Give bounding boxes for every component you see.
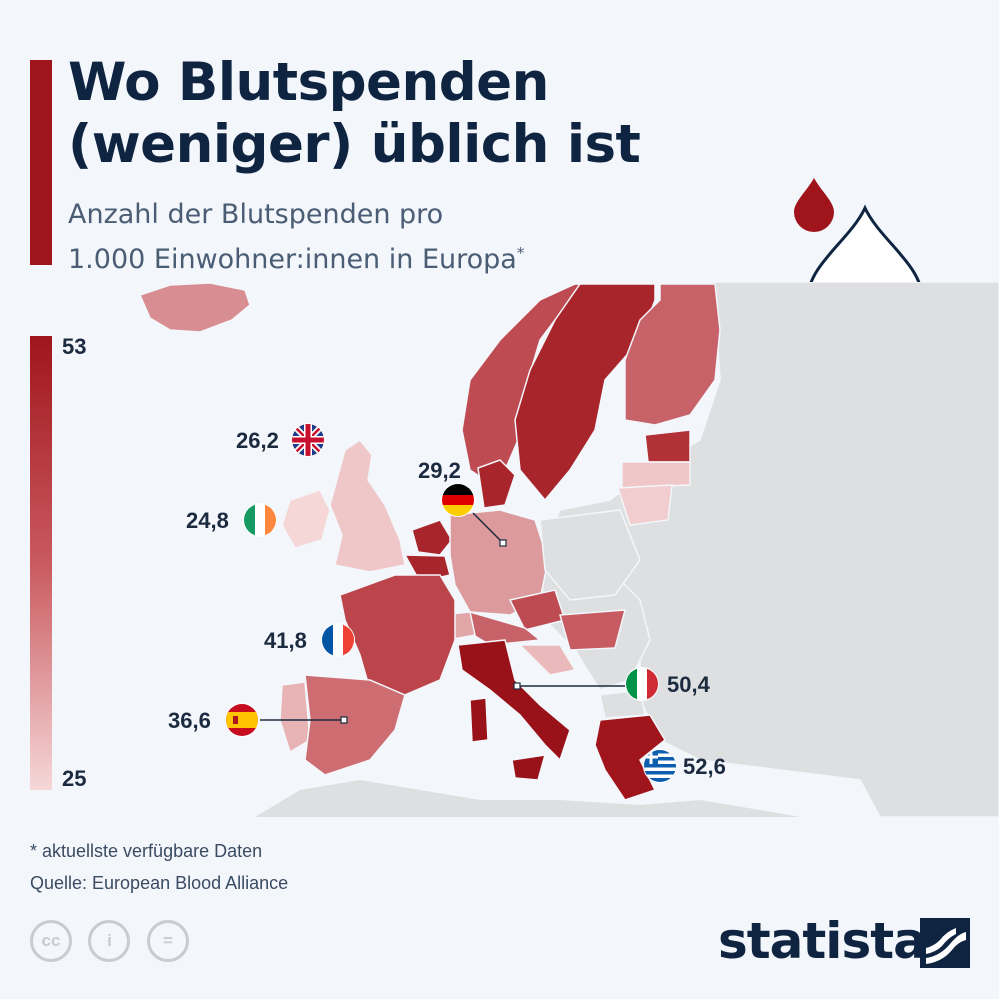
country-sweden	[514, 283, 656, 502]
value-label-spain: 36,6	[168, 708, 211, 733]
value-label-greece: 52,6	[683, 754, 726, 779]
leader-dot-germany	[499, 539, 507, 547]
subtitle: Anzahl der Blutspenden pro 1.000 Einwohn…	[68, 196, 668, 279]
italy-flag-icon	[626, 668, 658, 700]
legend-max-label: 53	[62, 334, 87, 359]
subtitle-line-2: 1.000 Einwohner:innen in Europa*	[68, 244, 525, 275]
country-ireland	[281, 489, 331, 549]
country-italy	[457, 639, 571, 762]
country-latvia	[621, 461, 691, 489]
license-icons: cc i =	[30, 920, 201, 962]
land-no-data-africa	[255, 780, 800, 817]
germany-flag-icon	[442, 484, 474, 516]
france-flag-icon	[322, 624, 354, 656]
country-france	[339, 574, 456, 696]
title-line-2: (weniger) üblich ist	[68, 114, 641, 175]
color-scale-legend	[30, 336, 52, 790]
title-accent-bar	[30, 60, 52, 265]
leader-dot-spain	[340, 716, 348, 724]
footnote: * aktuellste verfügbare Daten Quelle: Eu…	[30, 835, 288, 899]
value-label-italy: 50,4	[667, 672, 710, 697]
country-lithuania	[616, 484, 673, 526]
footnote-note: * aktuellste verfügbare Daten	[30, 841, 263, 861]
legend-min-label: 25	[62, 766, 87, 791]
country-estonia	[644, 429, 691, 463]
subtitle-line-1: Anzahl der Blutspenden pro	[68, 199, 444, 230]
country-hungary	[559, 609, 626, 651]
spain-flag-icon	[226, 704, 258, 736]
leader-line-germany	[472, 512, 504, 544]
nd-icon[interactable]: =	[146, 920, 189, 962]
land-no-data-east-2	[850, 640, 990, 770]
value-label-germany: 29,2	[418, 458, 461, 483]
statista-logo-icon[interactable]	[920, 918, 970, 968]
small-blood-drop-icon	[794, 178, 834, 232]
country-portugal	[279, 681, 311, 754]
country-poland	[539, 509, 641, 601]
subtitle-asterisk: *	[516, 244, 525, 262]
value-label-uk: 26,2	[236, 428, 279, 453]
country-uk	[329, 438, 406, 573]
source-text: Quelle: European Blood Alliance	[30, 873, 289, 893]
page-title: Wo Blutspenden (weniger) üblich ist	[68, 52, 768, 176]
country-greece	[594, 714, 666, 801]
country-netherlands	[411, 519, 453, 556]
country-sicily	[511, 754, 547, 781]
by-icon[interactable]: i	[88, 920, 131, 962]
country-croatia	[518, 644, 577, 676]
greece-flag-icon	[644, 750, 676, 782]
country-spain	[304, 674, 406, 776]
leader-dot-italy	[513, 682, 521, 690]
value-label-ireland: 24,8	[186, 508, 229, 533]
title-line-1: Wo Blutspenden	[68, 52, 549, 113]
country-sardinia	[469, 697, 489, 743]
ireland-flag-icon	[244, 504, 276, 536]
statista-logo-text[interactable]: statista	[718, 912, 927, 970]
country-denmark	[477, 459, 516, 509]
uk-flag-icon	[292, 424, 324, 456]
cc-icon[interactable]: cc	[30, 920, 72, 962]
country-finland	[624, 283, 721, 426]
value-label-france: 41,8	[264, 628, 307, 653]
country-iceland	[138, 282, 251, 333]
